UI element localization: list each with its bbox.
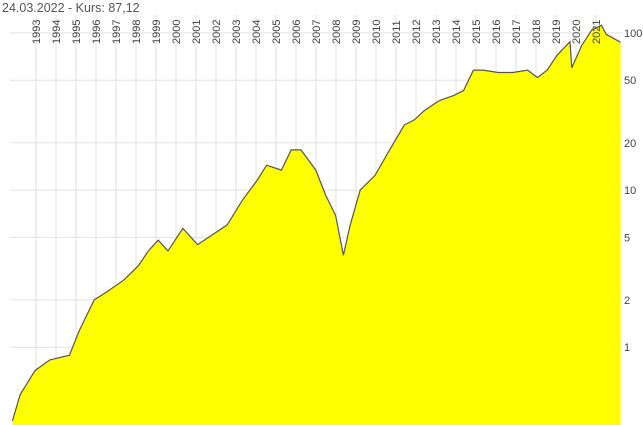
y-tick-label: 100 [624, 28, 642, 40]
y-tick-label: 50 [624, 75, 636, 87]
x-tick-label: 2015 [471, 20, 483, 44]
labels: 1993 1994 1995 1996 1997 1998 1999 2000 2001 2002… [31, 20, 642, 355]
plot [10, 15, 622, 425]
x-tick-label: 1993 [31, 20, 43, 44]
x-tick-label: 1998 [131, 20, 143, 44]
y-tick-label: 10 [624, 185, 636, 197]
x-tick-label: 2000 [171, 20, 183, 44]
x-tick-label: 2007 [311, 20, 323, 44]
x-tick-label: 1994 [51, 20, 63, 44]
x-tick-label: 2021 [591, 20, 603, 44]
x-tick-label: 2011 [391, 20, 403, 44]
area [12, 25, 621, 425]
chart-title: 24.03.2022 - Kurs: 87,12 [2, 1, 140, 15]
x-tick-label: 2005 [271, 20, 283, 44]
x-tick-label: 2020 [571, 20, 583, 44]
x-tick-label: 2002 [211, 20, 223, 44]
x-tick-label: 2018 [531, 20, 543, 44]
x-tick-label: 2019 [551, 20, 563, 44]
x-tick-label: 2012 [411, 20, 423, 44]
x-tick-label: 2016 [491, 20, 503, 44]
x-tick-label: 2001 [191, 20, 203, 44]
x-tick-label: 2008 [331, 20, 343, 44]
x-tick-label: 2010 [371, 20, 383, 44]
y-tick-label: 1 [624, 342, 630, 354]
x-tick-label: 2004 [251, 20, 263, 44]
y-tick-label: 5 [624, 232, 630, 244]
x-tick-label: 2014 [451, 20, 463, 44]
y-tick-label: 2 [624, 295, 630, 307]
x-tick-label: 2013 [431, 20, 443, 44]
x-tick-label: 1997 [111, 20, 123, 44]
x-tick-label: 1996 [91, 20, 103, 44]
x-tick-label: 2006 [291, 20, 303, 44]
x-tick-label: 1999 [151, 20, 163, 44]
price-line [11, 24, 621, 422]
x-tick-label: 2017 [511, 20, 523, 44]
y-tick-label: 20 [624, 138, 636, 150]
x-tick-label: 2003 [231, 20, 243, 44]
x-tick-label: 1995 [71, 20, 83, 44]
x-tick-label: 2009 [351, 20, 363, 44]
